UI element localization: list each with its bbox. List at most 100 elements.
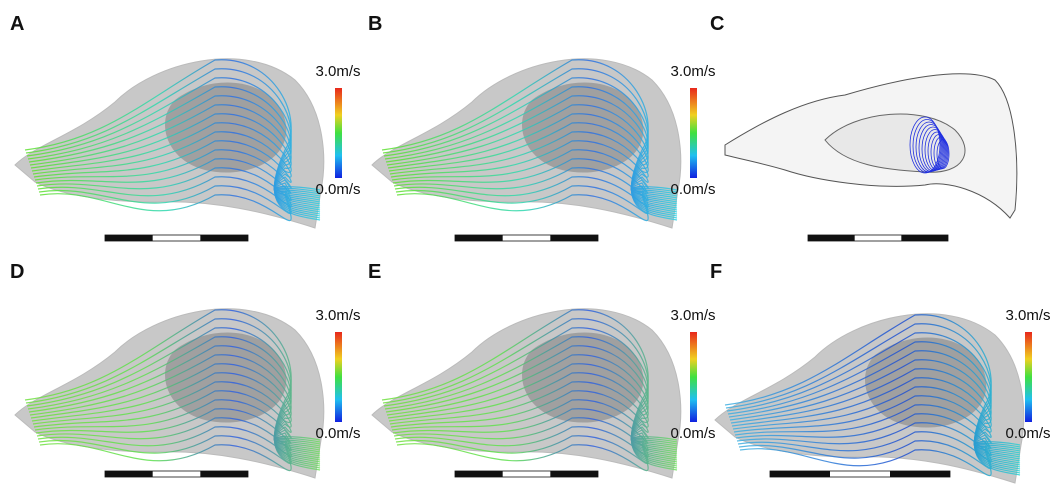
colorbar-min: 0.0m/s [670,425,715,442]
tissue-dark [522,82,644,173]
streamline [389,131,678,205]
streamline [30,363,321,459]
flow-loop [936,139,950,169]
streamline [737,431,1021,463]
panel-label: B [368,13,382,35]
tissue-dark [522,332,644,423]
streamline [384,336,678,465]
streamline [30,113,321,209]
scale-bar-seg [200,235,248,241]
streamline [730,368,1021,464]
streamline [31,372,321,457]
colorbar-max: 3.0m/s [670,307,715,324]
streamline [727,341,1021,470]
streamline [733,395,1021,458]
streamline [731,377,1021,462]
streamline [389,381,678,455]
panel-label: F [710,261,722,283]
colorbar-max: 3.0m/s [670,63,715,80]
streamline [390,140,678,203]
panel: F 3.0m/s 0.0m/s [710,261,1051,484]
panel: A 3.0m/s 0.0m/s [10,13,361,242]
streamline [26,327,321,467]
streamline [387,363,678,459]
streamline [27,86,321,215]
streamline [38,185,321,215]
streamline [394,426,678,458]
streamline [383,77,678,217]
scale-bar-seg [770,471,830,477]
panel-image [714,313,1025,484]
streamline [732,386,1021,460]
streamline [395,435,678,465]
flow-loop [933,136,949,170]
panel-image [14,308,325,479]
head-inner [824,113,966,173]
tissue-dark [165,332,287,423]
colorbar-min: 0.0m/s [315,181,360,198]
scale-bar-seg [455,471,503,477]
scale-bar-seg [550,235,598,241]
streamline [388,122,678,207]
scale-bar-seg [550,471,598,477]
streamline [383,327,678,467]
streamline [33,140,321,203]
colorbar-min: 0.0m/s [670,181,715,198]
scale-bar-seg [901,235,948,241]
streamline [33,390,321,453]
panel: E 3.0m/s 0.0m/s [368,261,716,479]
panel-image [371,308,682,479]
streamline [388,372,678,457]
scale-bar-seg [105,235,153,241]
streamline [38,435,321,465]
panel-label: C [710,13,724,35]
streamline [27,336,321,465]
streamline [739,441,1021,476]
streamline [32,381,321,455]
scale-bar-seg [808,235,855,241]
panel-label: A [10,13,24,35]
panel-image [724,73,1018,219]
streamline [37,176,321,208]
colorbar [690,332,697,422]
streamline [39,186,321,221]
streamline [39,436,321,471]
panel-label: E [368,261,381,283]
colorbar [335,332,342,422]
tissue-dark [165,82,287,173]
streamline [726,332,1021,472]
scale-bar-seg [455,235,503,241]
streamline [390,390,678,453]
streamline [394,176,678,208]
panel-label: D [10,261,24,283]
colorbar [1025,332,1032,422]
flow-loop [918,124,944,172]
flow-loop [915,121,943,173]
panel-image [371,58,682,229]
scale-bar-seg [890,471,950,477]
panel: C [710,13,1018,242]
colorbar-min: 0.0m/s [1005,425,1050,442]
colorbar [335,88,342,178]
streamline [26,77,321,217]
streamline [738,440,1021,470]
tissue-dark [865,337,987,428]
flow-loop [927,131,947,171]
panel-image [14,58,325,229]
flow-loop [921,126,945,172]
colorbar [690,88,697,178]
flow-loop [912,119,942,173]
colorbar-max: 3.0m/s [315,307,360,324]
streamline [396,436,678,471]
colorbar-max: 3.0m/s [1005,307,1050,324]
streamline [384,86,678,215]
scale-bar-seg [200,471,248,477]
colorbar-min: 0.0m/s [315,425,360,442]
flow-loop [909,116,941,174]
colorbar-max: 3.0m/s [315,63,360,80]
streamline [396,186,678,221]
flow-loop [924,129,946,171]
flow-loop [930,134,948,170]
panel: D 3.0m/s 0.0m/s [10,261,361,479]
